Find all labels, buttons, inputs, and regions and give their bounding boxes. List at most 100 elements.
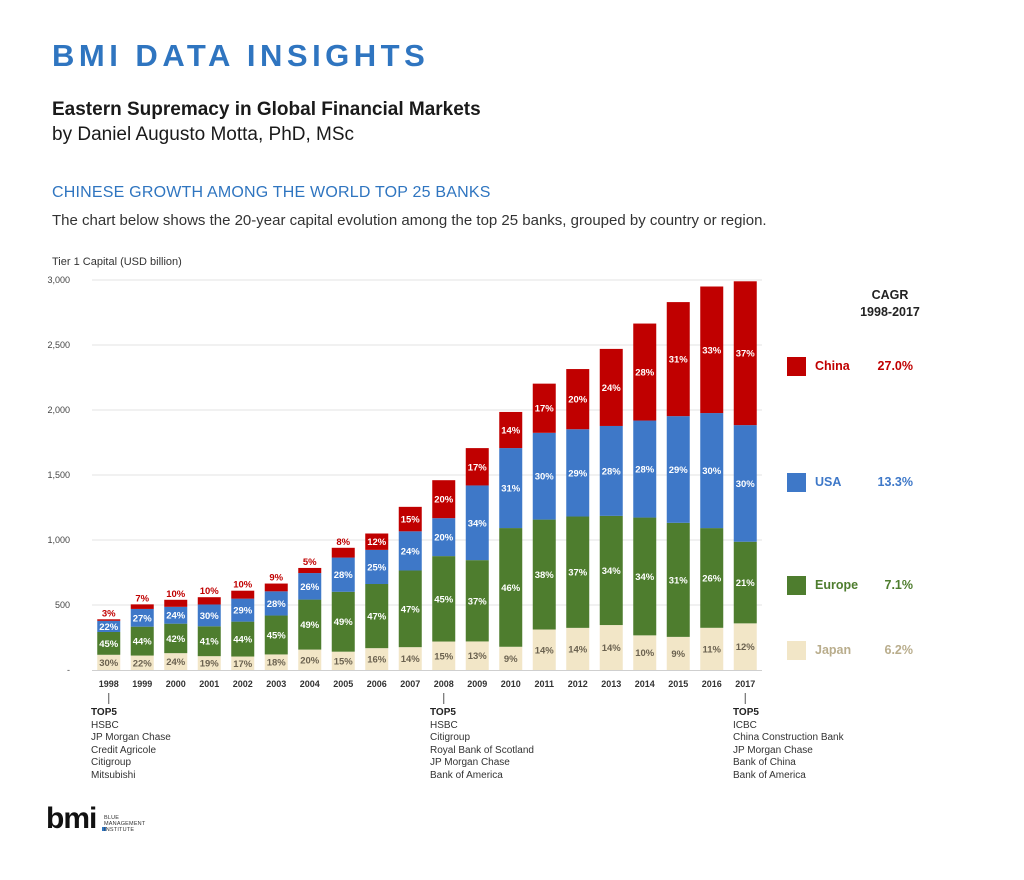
bar-segment-china — [666, 302, 690, 417]
top5-bank: Bank of America — [430, 769, 503, 781]
x-tick-label: 2005 — [333, 679, 353, 689]
bar-segment-label: 29% — [669, 465, 689, 476]
top5-bank: HSBC — [91, 719, 119, 731]
bar-segment-label: 47% — [401, 604, 421, 615]
x-tick-label: 2016 — [702, 679, 722, 689]
cagr-title-line2: 1998-2017 — [860, 305, 920, 319]
x-tick-label: 2013 — [601, 679, 621, 689]
top5-bank: JP Morgan Chase — [733, 744, 813, 756]
bar-segment-label: 34% — [468, 518, 488, 529]
bar-segment-label: 16% — [367, 655, 387, 666]
bar-segment-europe — [733, 541, 757, 624]
bar-segment-label: 34% — [602, 566, 622, 577]
bar-segment-china — [700, 286, 724, 414]
bar-segment-label: 19% — [200, 659, 220, 670]
legend-name-usa: USA — [815, 475, 842, 489]
x-tick-label: 2011 — [534, 679, 554, 689]
bar-segment-label: 41% — [200, 637, 220, 648]
bar-segment-label: 44% — [233, 635, 253, 646]
x-tick-label: 2012 — [568, 679, 588, 689]
bar-segment-label: 12% — [736, 642, 756, 653]
bar-segment-label: 49% — [300, 620, 320, 631]
bar-segment-china — [264, 583, 288, 592]
bar-segment-label: 24% — [602, 383, 622, 394]
cagr-title: CAGR 1998-2017 — [835, 287, 945, 321]
bar-segment-label: 38% — [535, 570, 555, 581]
bar-segment-label: 3% — [102, 608, 116, 619]
x-tick-label: 2006 — [367, 679, 387, 689]
bar-segment-label: 17% — [233, 659, 253, 670]
bar-segment-japan — [599, 625, 623, 670]
legend-name-europe: Europe — [815, 578, 859, 592]
top5-list-1998: TOP5 HSBC JP Morgan Chase Credit Agricol… — [91, 707, 171, 782]
bar-segment-europe — [197, 626, 221, 657]
y-axis-ticks: - 500 1,000 1,500 2,000 2,500 3,000 — [47, 275, 70, 675]
bar-segment-usa — [700, 413, 724, 529]
bar-segment-europe — [499, 528, 523, 647]
bar-segment-china — [365, 533, 389, 550]
bar-segment-label: 28% — [635, 465, 655, 476]
bar-segment-usa — [97, 620, 121, 632]
chart-description: The chart below shows the 20-year capita… — [52, 212, 767, 229]
bar-segment-usa — [499, 448, 523, 529]
legend-swatch-europe — [787, 576, 806, 595]
logo-wordmark: bmi — [46, 802, 97, 835]
bar-segment-usa — [197, 604, 221, 627]
bar-segment-label: 14% — [401, 654, 421, 665]
bar-segment-label: 22% — [99, 622, 119, 633]
bar-segment-japan — [733, 623, 757, 670]
bar-segment-japan — [566, 627, 590, 670]
bar-segment-label: 27% — [133, 613, 153, 624]
bar-segment-japan — [298, 649, 322, 670]
top5-heading: TOP5 — [733, 707, 759, 718]
bar-segment-usa — [298, 573, 322, 600]
bar-segment-label: 34% — [635, 572, 655, 583]
bar-segment-europe — [97, 631, 121, 655]
top5-heading: TOP5 — [430, 707, 456, 718]
legend-value-europe: 7.1% — [884, 578, 914, 592]
bar-segment-label: 31% — [501, 484, 521, 495]
bar-segment-label: 45% — [99, 639, 119, 650]
bar-segment-japan — [331, 651, 355, 670]
bar-segment-label: 20% — [434, 533, 454, 544]
bar-segment-label: 10% — [200, 586, 220, 597]
bar-segment-label: 33% — [702, 345, 722, 356]
x-tick-label: 1998 — [99, 679, 119, 689]
bmi-logo: bmi BLUE MANAGEMENT INSTITUTE — [46, 802, 145, 836]
x-tick-label: 2017 — [735, 679, 755, 689]
author-line: by Daniel Augusto Motta, PhD, MSc — [52, 124, 355, 145]
bar-segment-label: 37% — [468, 596, 488, 607]
bar-segment-usa — [566, 429, 590, 517]
bar-segment-label: 5% — [303, 557, 317, 568]
bar-segment-europe — [566, 516, 590, 628]
bar-segment-japan — [432, 641, 456, 670]
bar-segment-label: 30% — [99, 658, 119, 669]
bar-segment-label: 20% — [300, 655, 320, 666]
top5-list-2008: TOP5 HSBC Citigroup Royal Bank of Scotla… — [430, 707, 534, 782]
bar-segment-label: 15% — [334, 656, 354, 667]
bar-segment-europe — [331, 591, 355, 652]
bar-segment-label: 28% — [267, 599, 287, 610]
bar-segment-europe — [666, 522, 690, 637]
bar-segment-europe — [130, 626, 154, 656]
bar-segment-china — [398, 506, 422, 532]
y-tick-label: 1,000 — [47, 535, 70, 545]
y-tick-label: - — [67, 665, 70, 675]
section-title: CHINESE GROWTH AMONG THE WORLD TOP 25 BA… — [52, 184, 491, 201]
top5-bank: Bank of America — [733, 769, 806, 781]
top5-bank: ICBC — [733, 719, 757, 731]
bar-segment-label: 31% — [669, 575, 689, 586]
x-tick-label: 2004 — [300, 679, 320, 689]
bar-segment-label: 21% — [736, 578, 756, 589]
bar-segment-label: 37% — [736, 349, 756, 360]
top5-bank: Citigroup — [91, 757, 132, 768]
bar-segment-label: 44% — [133, 637, 153, 648]
bar-segment-japan — [97, 654, 121, 670]
bar-segment-china — [130, 604, 154, 609]
x-tick-label: 2008 — [434, 679, 454, 689]
top5-bank: Royal Bank of Scotland — [430, 744, 534, 756]
bar-segment-usa — [398, 531, 422, 571]
bar-segment-label: 12% — [367, 537, 387, 548]
bar-segment-label: 8% — [336, 537, 350, 548]
bar-segment-europe — [633, 517, 657, 636]
